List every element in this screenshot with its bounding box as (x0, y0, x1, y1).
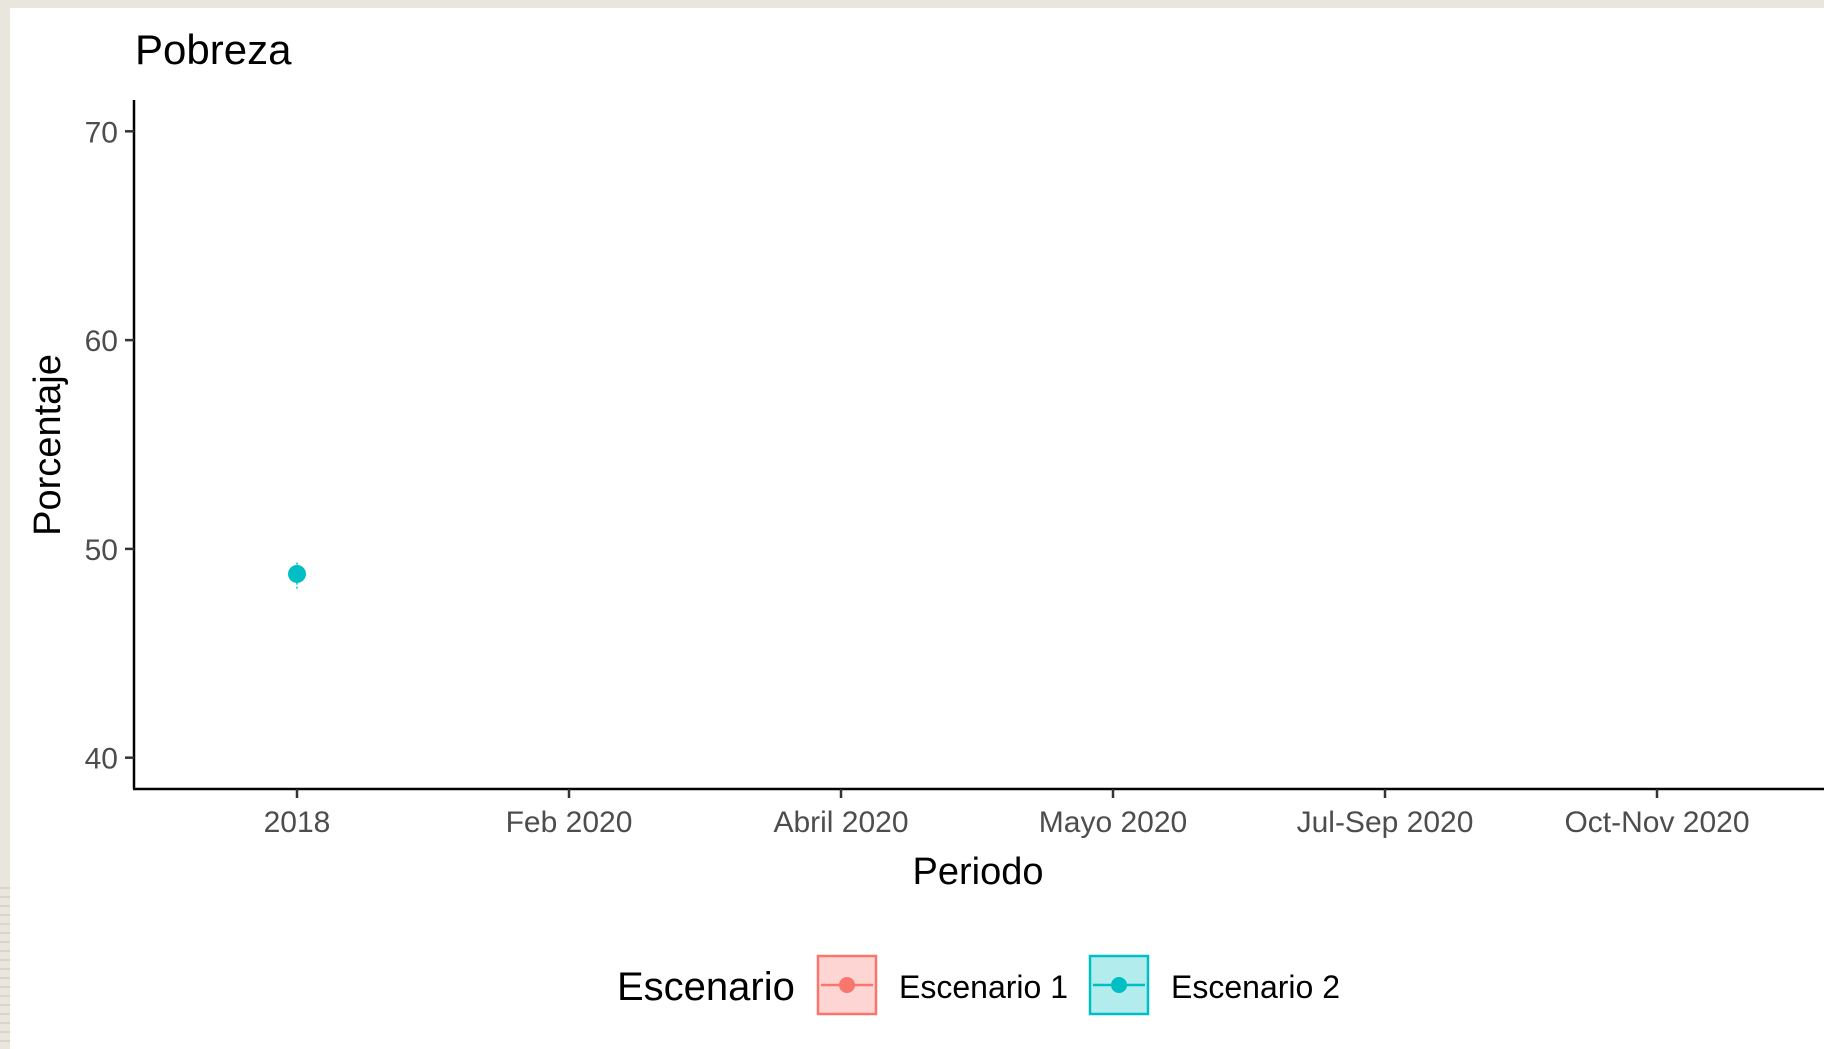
x-tick-label: Oct-Nov 2020 (1564, 806, 1749, 839)
legend: Escenario Escenario 1 Escenario 2 (617, 954, 1340, 1016)
x-ticks: 2018 Feb 2020 Abril 2020 Mayo 2020 Jul-Sep 2… (264, 789, 1750, 839)
legend-label-escenario-1: Escenario 1 (899, 969, 1068, 1005)
data-point-escenario-2[interactable] (288, 564, 306, 583)
axes (132, 100, 1824, 791)
y-tick-label: 50 (85, 534, 118, 567)
legend-key-point-escenario-1 (839, 977, 855, 993)
x-axis-label: Periodo (913, 851, 1044, 893)
chart-title: Pobreza (135, 26, 292, 73)
legend-title: Escenario (617, 965, 795, 1009)
legend-item-escenario-1[interactable]: Escenario 1 (816, 954, 1068, 1016)
y-tick-label: 70 (85, 116, 118, 149)
x-tick-label: 2018 (264, 806, 331, 839)
legend-key-point-escenario-2 (1111, 977, 1127, 993)
x-tick-label: Abril 2020 (773, 806, 908, 839)
legend-label-escenario-2: Escenario 2 (1171, 969, 1340, 1005)
page-edge-decoration (0, 880, 10, 1049)
plot-background (10, 8, 1824, 1049)
y-tick-label: 40 (85, 743, 118, 776)
y-tick-label: 60 (85, 325, 118, 358)
x-tick-label: Feb 2020 (506, 806, 633, 839)
legend-item-escenario-2[interactable]: Escenario 2 (1088, 954, 1340, 1016)
x-tick-label: Mayo 2020 (1039, 806, 1187, 839)
y-axis-label: Porcentaje (27, 354, 69, 536)
y-ticks: 40 50 60 70 (85, 116, 134, 776)
data-marks (288, 561, 306, 589)
x-tick-label: Jul-Sep 2020 (1297, 806, 1474, 839)
